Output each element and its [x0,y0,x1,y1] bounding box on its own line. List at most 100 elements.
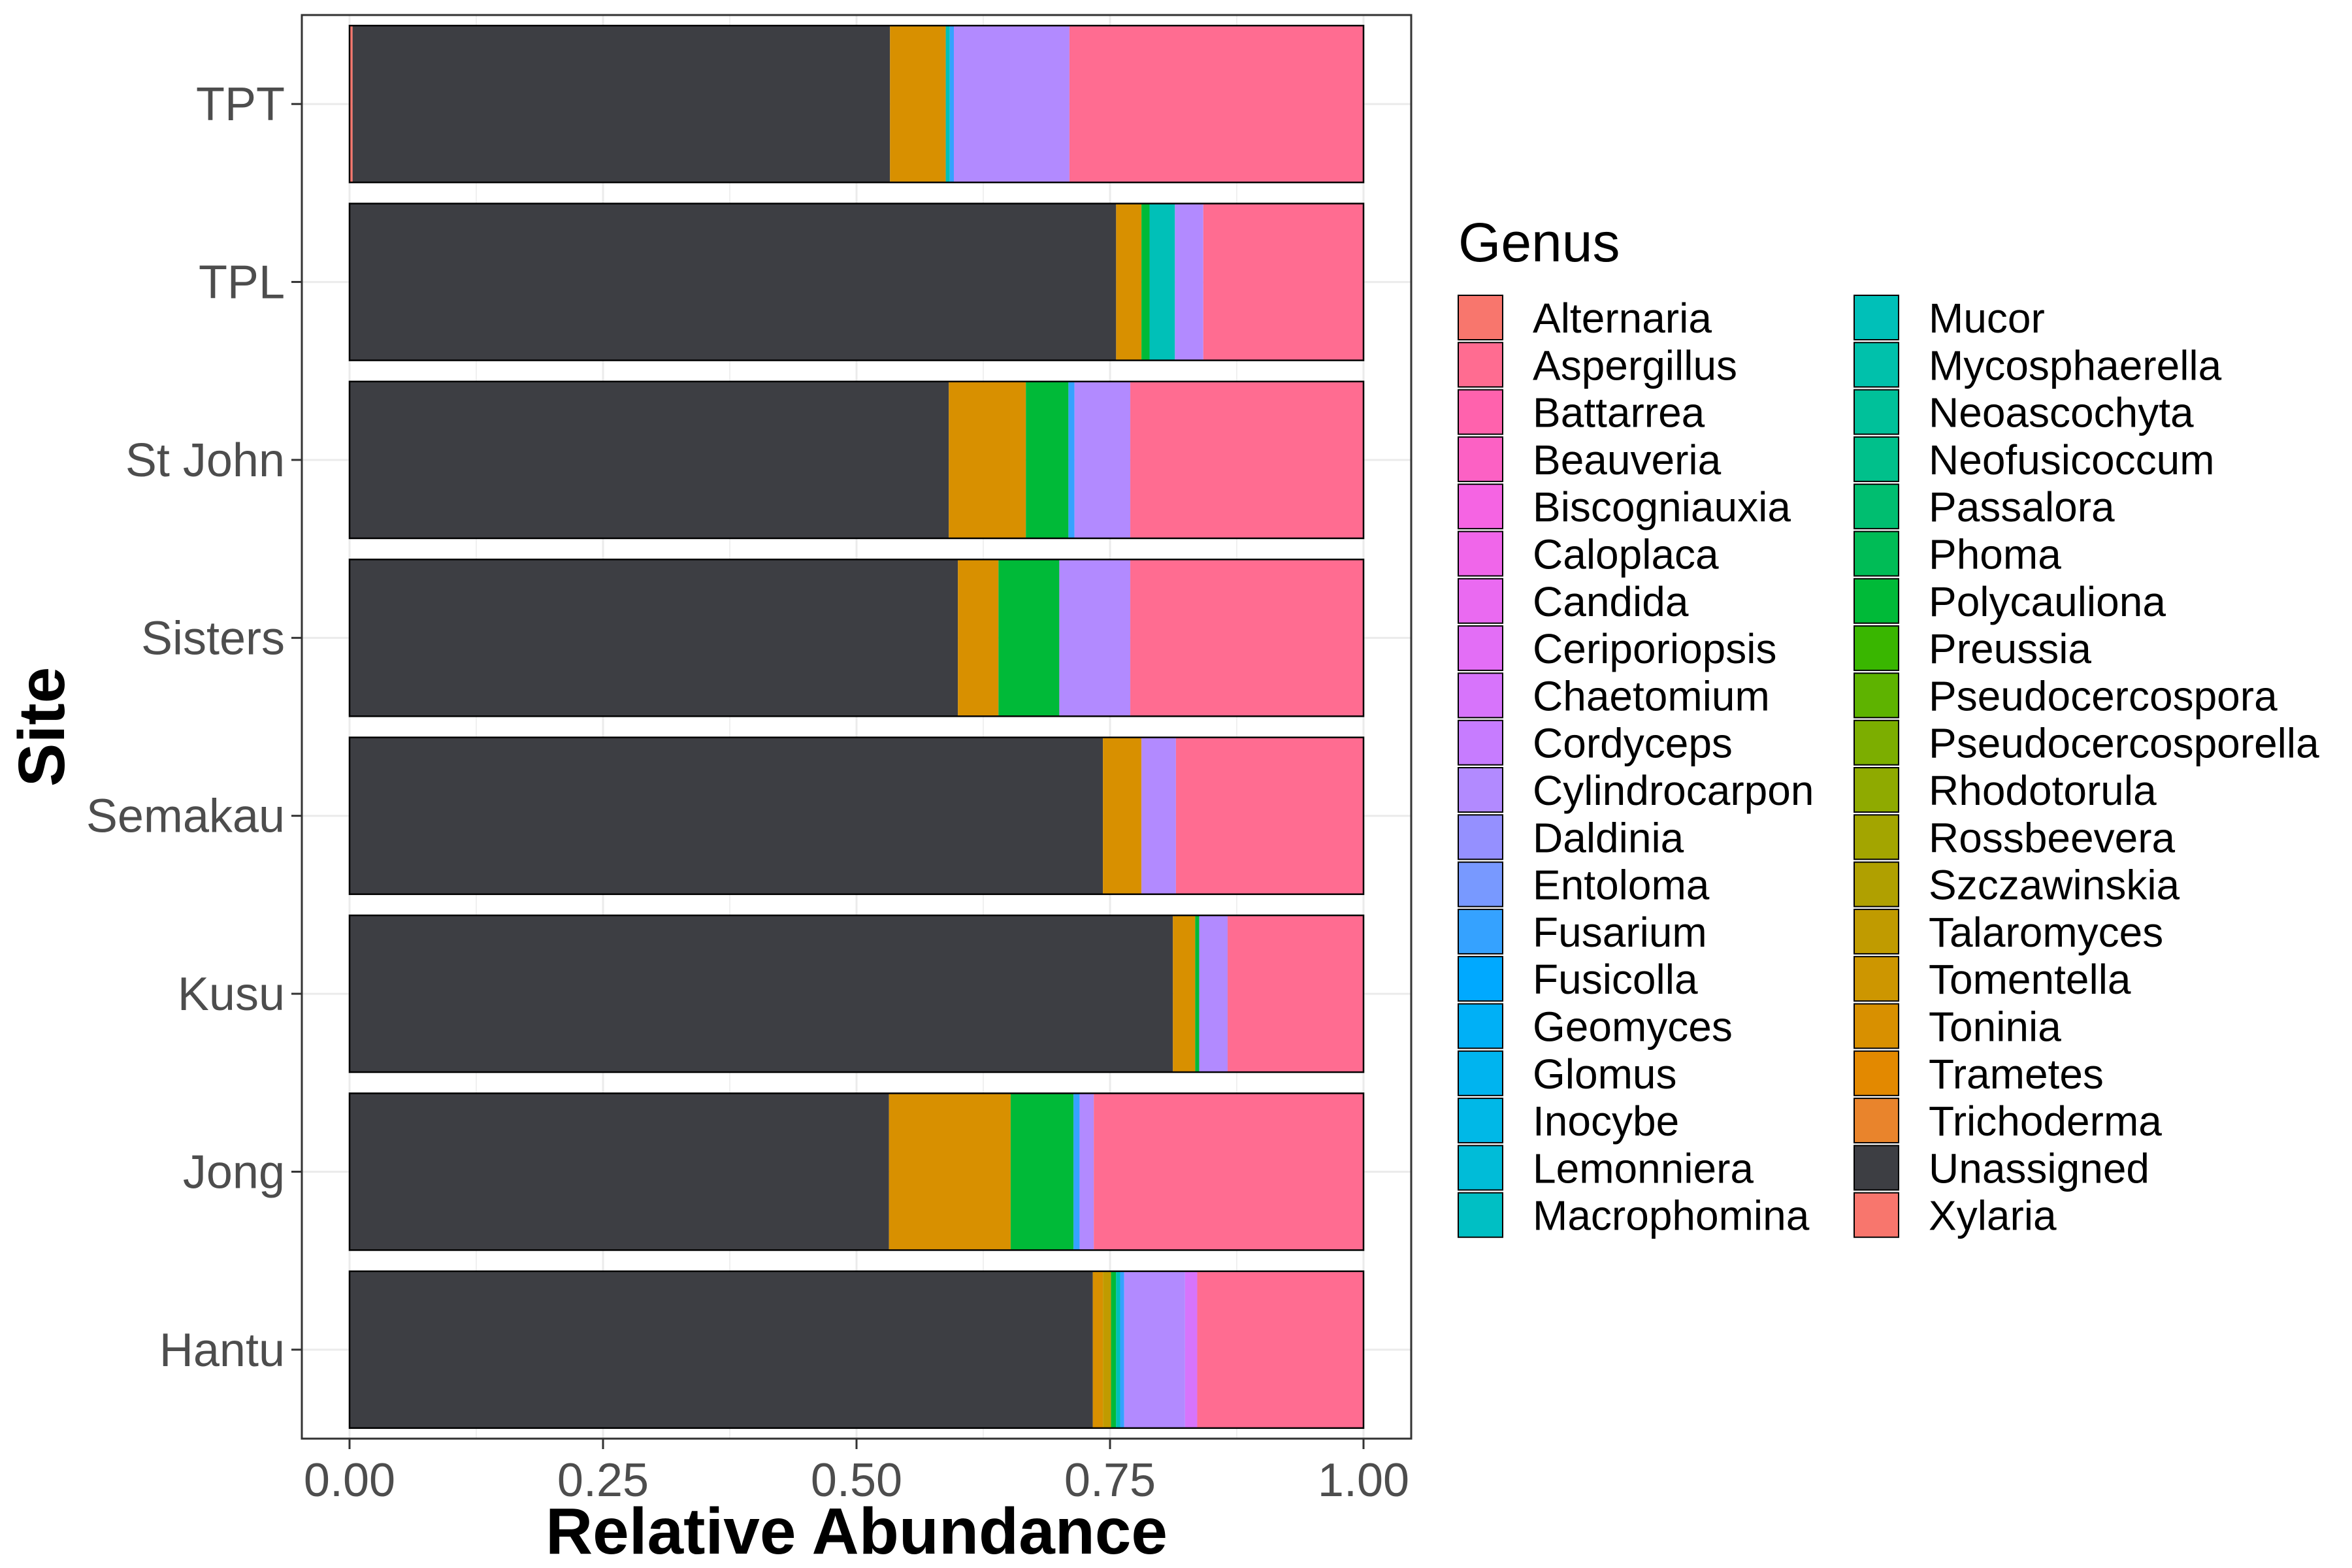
bar-segment [1010,1093,1074,1250]
legend-key [1854,295,1899,340]
bar-outline [348,203,1365,361]
legend-label: Talaromyces [1929,909,2163,956]
bar-outline [348,1092,1365,1251]
legend-key [1458,767,1503,813]
bar-segment [1203,203,1364,361]
legend-label: Macrophomina [1533,1192,1810,1239]
legend-key [1854,483,1899,530]
bar-segment [1068,381,1075,538]
legend-key [1458,908,1503,955]
legend-label: Neoascochyta [1929,389,2194,436]
y-tick-label: Jong [183,1146,285,1198]
bar-segment [352,25,890,183]
bar-segment [1059,559,1131,717]
y-axis: TPT TPL St John Sisters Semakau Kusu Jong Hantu [86,78,302,1377]
legend-label: Caloplaca [1533,531,1719,578]
legend-label: Biscogniauxia [1533,483,1791,531]
legend-label: Lemonniera [1533,1145,1754,1192]
legend-key [1458,342,1503,388]
legend-label: Ceriporiopsis [1533,625,1776,672]
y-tick-label: St John [125,434,285,487]
legend-label: Glomus [1533,1051,1677,1098]
legend-label: Rhodotorula [1929,767,2157,814]
legend-label: Szczawinskia [1929,862,2180,909]
bar-outline [348,380,1365,540]
legend-title: Genus [1458,212,1620,273]
legend-key [1458,814,1503,860]
legend-key [1854,578,1899,624]
bar-segment [1079,1093,1094,1250]
legend-label: Polycauliona [1929,578,2166,625]
legend-key [1854,1098,1899,1144]
legend-label: Tomentella [1929,956,2131,1003]
bar-segment [1141,203,1150,361]
legend-key [1854,814,1899,860]
bar-segment [1184,1271,1198,1428]
bar-segment [1103,737,1142,894]
bar-segment [1103,1271,1111,1428]
bar-segment [350,737,1103,894]
x-tick-label: 1.00 [1318,1454,1409,1507]
legend-key [1458,531,1503,577]
bar-segment [1130,559,1364,717]
legend-key [1458,1098,1503,1144]
legend-label: Unassigned [1929,1145,2149,1192]
legend-label: Fusarium [1533,909,1707,956]
y-tick-label: TPT [196,78,285,131]
bar-segment [1116,1271,1120,1428]
legend-key [1854,767,1899,813]
bar-segment [1120,1271,1124,1428]
legend-label: Phoma [1929,531,2061,578]
x-axis-title: Relative Abundance [546,1495,1168,1568]
bar-segment [1094,1093,1364,1250]
bar-outline [348,914,1365,1073]
y-axis-title: Site [5,667,78,787]
legend-key [1458,578,1503,624]
legend-label: Mucor [1929,295,2045,342]
legend-label: Beauveria [1533,436,1722,483]
legend-key [1854,531,1899,577]
legend-label: Xylaria [1929,1192,2057,1239]
legend-label: Pseudocercospora [1929,672,2278,719]
legend-label: Passalora [1929,483,2115,531]
legend-label: Preussia [1929,625,2091,672]
legend-key [1458,436,1503,482]
bar-segment [1195,915,1200,1073]
legend-label: Inocybe [1533,1098,1679,1145]
bar-segment [1073,1093,1080,1250]
legend-label: Aspergillus [1533,342,1737,389]
legend-key [1458,1192,1503,1238]
legend-key [1854,719,1899,766]
bar-segment [350,559,958,717]
legend-label: Neofusicoccum [1929,436,2215,483]
legend-label: Toninia [1929,1004,2061,1051]
legend-label: Alternaria [1533,295,1712,342]
legend-key [1854,908,1899,955]
x-tick-label: 0.00 [304,1454,395,1507]
bar-segment [889,1093,1011,1250]
legend-key [1458,389,1503,435]
legend-label: Entoloma [1533,862,1710,909]
bar-segment [1228,915,1364,1073]
legend-key [1854,625,1899,672]
bar-segment [350,381,949,538]
legend: Genus AlternariaAspergillusBattarreaBeau… [1458,212,2319,1239]
legend-key [1854,1050,1899,1096]
legend-key [1854,389,1899,435]
bar-outline [348,559,1365,717]
bar-segment [1149,203,1175,361]
bar-segment [350,25,353,183]
bar-segment [1124,1271,1185,1428]
legend-label: Pseudocercosporella [1929,720,2319,767]
bar-segment [949,381,1026,538]
y-tick-label: TPL [199,257,285,309]
legend-label: Cylindrocarpon [1533,767,1814,814]
bar-segment [1092,1271,1103,1428]
bar-outline [348,24,1365,184]
bar-segment [1173,915,1196,1073]
legend-key [1854,956,1899,1002]
legend-key [1458,1145,1503,1191]
legend-key [1458,483,1503,530]
legend-key [1458,672,1503,719]
bar-segment [1026,381,1069,538]
